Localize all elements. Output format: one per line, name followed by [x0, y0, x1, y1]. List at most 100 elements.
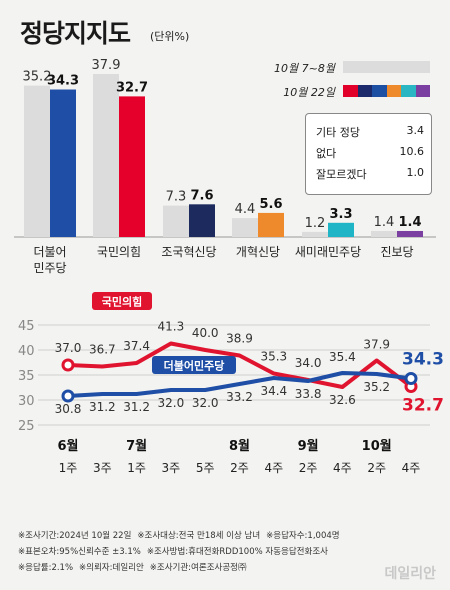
- bar-category-label: 조국혁신당: [161, 245, 216, 259]
- legend-curr-swatch: [343, 85, 430, 97]
- y-tick-label: 45: [18, 319, 35, 334]
- dem-value-label: 32.0: [192, 396, 219, 410]
- ppp-line: [67, 341, 413, 389]
- legend-color-chip: [343, 85, 358, 97]
- ppp-value-label: 37.0: [55, 341, 82, 355]
- bar-prev: [232, 218, 258, 237]
- footer-note: ※조사대상:전국 만18세 이상 남녀: [137, 531, 261, 541]
- bar-category-label: 새미래민주당: [295, 245, 361, 259]
- ppp-value-label: 38.9: [226, 332, 253, 346]
- legend-color-chip: [415, 85, 430, 97]
- dem-value-label: 35.4: [329, 350, 356, 364]
- bar-curr-value: 3.3: [329, 207, 352, 222]
- bar-prev-value: 7.3: [166, 190, 187, 205]
- dem-value-label: 34.4: [260, 384, 287, 398]
- bar-curr: [189, 204, 215, 237]
- ppp-value-label: 32.7: [402, 396, 444, 416]
- x-week-label: 2주: [230, 461, 249, 475]
- footer-row: ※응답률:2.1% ※의뢰자:데일리안 ※조사기관:여론조사공정㈜: [18, 560, 346, 576]
- y-tick-label: 30: [18, 394, 35, 409]
- footer-note: ※응답자수:1,004명: [266, 531, 340, 541]
- ppp-value-label: 34.0: [295, 356, 322, 370]
- dem-value-label: 35.2: [363, 380, 390, 394]
- others-value: 3.4: [406, 124, 425, 137]
- legend-prev-label: 10월 7~8월: [274, 62, 335, 75]
- footer-note: ※조사기관:여론조사공정㈜: [149, 563, 247, 573]
- bar-curr-value: 7.6: [190, 188, 213, 203]
- x-month-label: 8월: [229, 438, 250, 454]
- legend-color-chip: [372, 85, 387, 97]
- x-month-label: 6월: [57, 438, 78, 454]
- bar-prev: [163, 205, 189, 237]
- x-week-label: 4주: [264, 461, 283, 475]
- bar-prev: [93, 74, 119, 237]
- ppp-tag-label: 국민의힘: [102, 295, 142, 309]
- x-week-label: 3주: [93, 461, 112, 475]
- bar-curr-value: 5.6: [259, 197, 282, 212]
- bar-curr-value: 34.3: [47, 74, 79, 89]
- bar-curr: [328, 222, 354, 237]
- dem-value-label: 34.3: [402, 350, 444, 370]
- y-tick-label: 40: [18, 344, 35, 359]
- dem-tag-box: [152, 356, 236, 374]
- ppp-value-label: 37.4: [123, 339, 150, 353]
- others-label: 기타 정당: [316, 126, 360, 139]
- bar-prev-value: 35.2: [23, 70, 52, 85]
- dem-value-label: 30.8: [55, 402, 82, 416]
- legend-curr-label: 10월 22일: [283, 86, 335, 99]
- bar-curr-value: 1.4: [398, 215, 421, 230]
- x-week-label: 4주: [333, 461, 352, 475]
- ppp-value-label: 37.9: [363, 338, 390, 352]
- x-month-label: 7월: [126, 438, 147, 454]
- dem-value-label: 31.2: [123, 400, 150, 414]
- footer-note: ※조사방법:휴대전화RDD100% 자동응답전화조사: [146, 547, 328, 557]
- legend-prev-swatch: [343, 61, 430, 73]
- ppp-tag-box: [92, 292, 152, 310]
- y-tick-label: 25: [18, 419, 35, 434]
- x-week-label: 5주: [196, 461, 215, 475]
- x-week-label: 2주: [299, 461, 318, 475]
- line-chart: 25 30 35 40 45 6월 7월 8월 9월 10월 1주 3주 1주 3주 5주 2주 4주 2주 4주 2…: [18, 292, 444, 475]
- x-week-label: 3주: [162, 461, 181, 475]
- footer-note: ※표본오차:95%신뢰수준 ±3.1%: [18, 547, 141, 557]
- legend-color-chip: [401, 85, 416, 97]
- bar-chart: 35.234.3 더불어 민주당 37.9 32.7 국민의힘 7.3 7.6 조국혁신당 4.4…: [14, 58, 436, 275]
- x-week-label: 4주: [402, 461, 421, 475]
- bar-curr-value: 32.7: [116, 80, 148, 95]
- x-month-label: 9월: [298, 438, 319, 454]
- bar-prev-value: 1.4: [374, 215, 395, 230]
- dem-value-label: 33.8: [295, 387, 322, 401]
- unit-label: (단위%): [150, 30, 190, 43]
- dem-value-label: 32.0: [158, 396, 185, 410]
- page-title: 정당지지도: [20, 19, 131, 48]
- bar-prev-value: 1.2: [305, 216, 326, 231]
- x-week-label: 1주: [127, 461, 146, 475]
- bar-prev: [24, 85, 50, 237]
- bar-curr: [50, 89, 76, 237]
- bar-category-label: 국민의힘: [97, 245, 141, 259]
- dem-value-label: 33.2: [226, 390, 253, 404]
- dem-tag-label: 더불어민주당: [164, 359, 225, 373]
- x-week-label: 1주: [59, 461, 78, 475]
- footer-note: ※의뢰자:데일리안: [79, 563, 144, 573]
- bar-curr: [258, 212, 284, 237]
- x-month-label: 10월: [362, 438, 392, 454]
- ppp-point: [61, 358, 75, 372]
- bar-prev: [302, 231, 328, 237]
- bar-prev: [371, 230, 397, 237]
- bar-curr: [119, 96, 145, 237]
- others-box: 기타 정당 3.4 없다 10.6 잘모르겠다 1.0: [305, 113, 432, 195]
- others-label: 잘모르겠다: [316, 168, 367, 181]
- ppp-value-label: 36.7: [89, 343, 116, 357]
- bar-category-label: 개혁신당: [236, 245, 280, 259]
- dem-point: [61, 389, 75, 403]
- others-label: 없다: [316, 147, 337, 160]
- footer-notes: ※조사기간:2024년 10월 22일 ※조사대상:전국 만18세 이상 남녀 ※응…: [18, 528, 346, 576]
- footer-note: ※조사기간:2024년 10월 22일: [18, 531, 132, 541]
- bar-category-label: 진보당: [380, 245, 413, 259]
- bar-prev-value: 4.4: [235, 202, 256, 217]
- brand-logo: 데일리안: [384, 566, 436, 582]
- legend-color-chip: [386, 85, 401, 97]
- footer-row: ※조사기간:2024년 10월 22일 ※조사대상:전국 만18세 이상 남녀 ※응…: [18, 528, 346, 544]
- footer-row: ※표본오차:95%신뢰수준 ±3.1% ※조사방법:휴대전화RDD100% 자동응…: [18, 544, 346, 560]
